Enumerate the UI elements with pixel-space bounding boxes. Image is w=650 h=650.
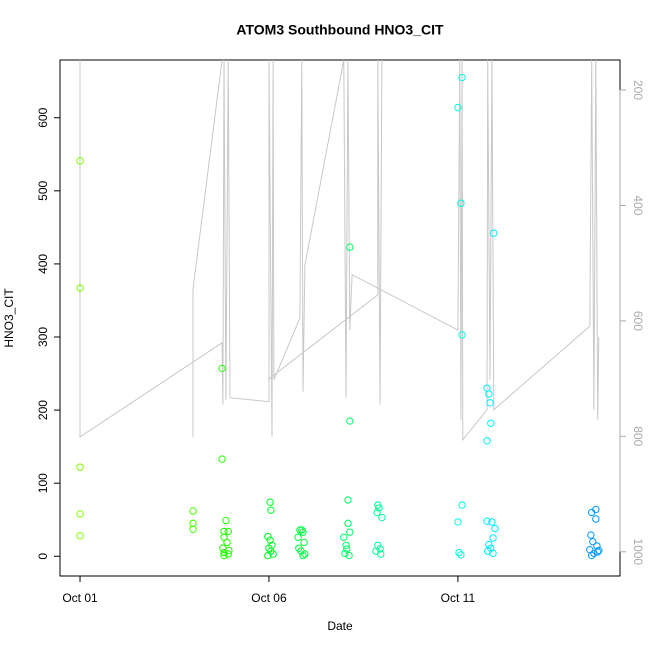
point — [269, 550, 277, 558]
point — [488, 518, 496, 526]
point — [189, 519, 197, 528]
point — [491, 524, 499, 533]
point — [489, 549, 497, 558]
point — [587, 531, 595, 539]
plot-frame — [59, 59, 621, 577]
point — [458, 73, 466, 82]
point — [373, 508, 381, 517]
y-tick-label: 0 — [36, 553, 50, 560]
point — [76, 532, 84, 540]
point — [457, 199, 465, 207]
point — [340, 533, 348, 541]
point — [344, 496, 352, 504]
point — [300, 538, 308, 547]
y2-tick-label: 1000 — [631, 538, 645, 565]
point — [595, 546, 603, 555]
point — [189, 507, 197, 515]
point — [376, 545, 384, 553]
point — [224, 550, 232, 558]
point — [264, 532, 272, 541]
point — [489, 534, 497, 542]
point — [346, 528, 354, 536]
y-tick-label: 300 — [36, 327, 50, 347]
point — [342, 541, 350, 550]
point — [76, 463, 84, 471]
point — [220, 551, 228, 560]
point — [224, 527, 232, 536]
point — [483, 517, 491, 525]
point — [589, 537, 597, 546]
point — [294, 533, 302, 541]
point — [266, 536, 274, 544]
point — [218, 364, 226, 373]
x-axis-label: Date — [327, 619, 353, 633]
point — [592, 515, 600, 523]
point — [490, 229, 498, 237]
point — [346, 417, 354, 425]
point — [587, 508, 596, 517]
point — [454, 103, 462, 112]
y-tick-label: 400 — [36, 254, 50, 274]
point — [219, 544, 227, 552]
point — [76, 510, 84, 518]
point — [220, 548, 228, 557]
point — [377, 550, 385, 558]
y-tick-label: 200 — [36, 400, 50, 420]
x-tick-label: Oct 11 — [441, 591, 476, 605]
point — [594, 548, 602, 556]
pressure-line — [79, 60, 600, 442]
point — [299, 551, 307, 560]
point — [218, 455, 226, 463]
y-tick-label: 100 — [36, 473, 50, 493]
point — [76, 157, 84, 165]
point — [485, 390, 493, 398]
plot-area — [76, 60, 603, 560]
point — [189, 525, 197, 533]
point — [341, 549, 349, 558]
point — [344, 519, 352, 528]
y2-tick-label: 400 — [631, 195, 645, 215]
point — [76, 284, 84, 292]
point — [220, 527, 228, 536]
point — [267, 506, 275, 514]
point — [455, 548, 463, 557]
y-axis-label: HNO3_CIT — [2, 288, 16, 348]
point — [346, 243, 354, 251]
x-tick-label: Oct 01 — [62, 591, 98, 605]
y2-tick-label: 800 — [631, 426, 645, 446]
point — [457, 551, 465, 559]
point — [454, 518, 462, 526]
y2-tick-label: 200 — [631, 80, 645, 100]
chart-title: ATOM3 Southbound HNO3_CIT — [236, 22, 444, 38]
point — [223, 538, 231, 547]
point — [483, 437, 491, 445]
point — [222, 516, 230, 525]
point — [458, 501, 466, 509]
x-tick-label: Oct 06 — [251, 591, 287, 605]
y-tick-label: 500 — [36, 180, 50, 200]
y2-tick-label: 600 — [631, 311, 645, 331]
point — [587, 551, 596, 560]
point — [225, 546, 233, 555]
point — [375, 504, 383, 512]
point — [487, 419, 495, 427]
point — [298, 526, 306, 534]
point — [486, 399, 494, 407]
point — [345, 551, 353, 560]
point — [458, 331, 466, 339]
point — [378, 513, 386, 522]
y-tick-label: 600 — [36, 107, 50, 127]
point — [301, 550, 309, 558]
point — [343, 545, 351, 553]
point — [266, 498, 274, 506]
point — [264, 551, 272, 560]
